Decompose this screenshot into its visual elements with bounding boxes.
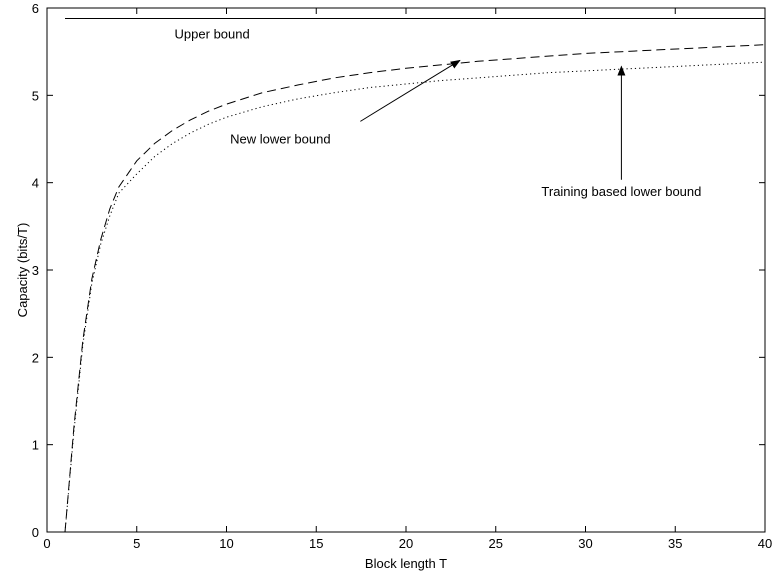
series-line-dotted: [64, 61, 766, 533]
plot-frame: [46, 7, 766, 533]
y-tick-label: 6: [32, 1, 39, 16]
x-tick-label: 30: [578, 536, 592, 551]
series-line-dashed: [64, 44, 766, 533]
y-tick-label: 3: [32, 263, 39, 278]
annotation-label: Upper bound: [175, 27, 250, 42]
x-tick-label: 15: [309, 536, 323, 551]
x-tick-label: 0: [43, 536, 50, 551]
x-axis-label: Block length T: [365, 556, 447, 571]
x-tick-label: 5: [133, 536, 140, 551]
y-tick-label: 1: [32, 438, 39, 453]
y-tick-label: 2: [32, 350, 39, 365]
annotations-group: Upper bound New lower bound Training based…: [175, 27, 702, 199]
annotation-label: New lower bound: [230, 131, 330, 146]
x-tick-label: 40: [758, 536, 772, 551]
y-tick-label: 5: [32, 88, 39, 103]
y-axis-label: Capacity (bits/T): [15, 223, 30, 318]
y-tick-label: 4: [32, 176, 39, 191]
annotation-label: Training based lower bound: [541, 184, 701, 199]
x-tick-label: 10: [219, 536, 233, 551]
x-tick-label: 20: [399, 536, 413, 551]
x-tick-label: 25: [489, 536, 503, 551]
series-group: [64, 18, 766, 533]
x-tick-label: 35: [668, 536, 682, 551]
annotation-arrow: [360, 59, 461, 122]
axis-ticks: 0 5 10 15 20 25 30 35 40 0 1 2 3 4 5 6: [32, 1, 772, 551]
y-tick-label: 0: [32, 525, 39, 540]
